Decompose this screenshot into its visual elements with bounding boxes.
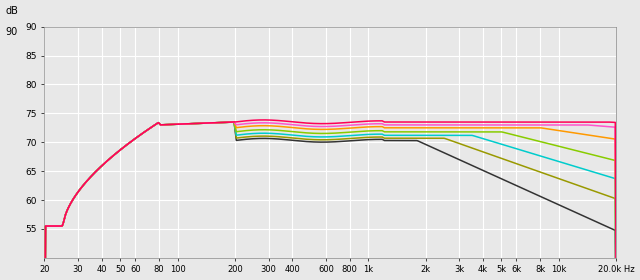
Text: 90: 90 (6, 27, 18, 37)
Text: dB: dB (6, 6, 19, 16)
